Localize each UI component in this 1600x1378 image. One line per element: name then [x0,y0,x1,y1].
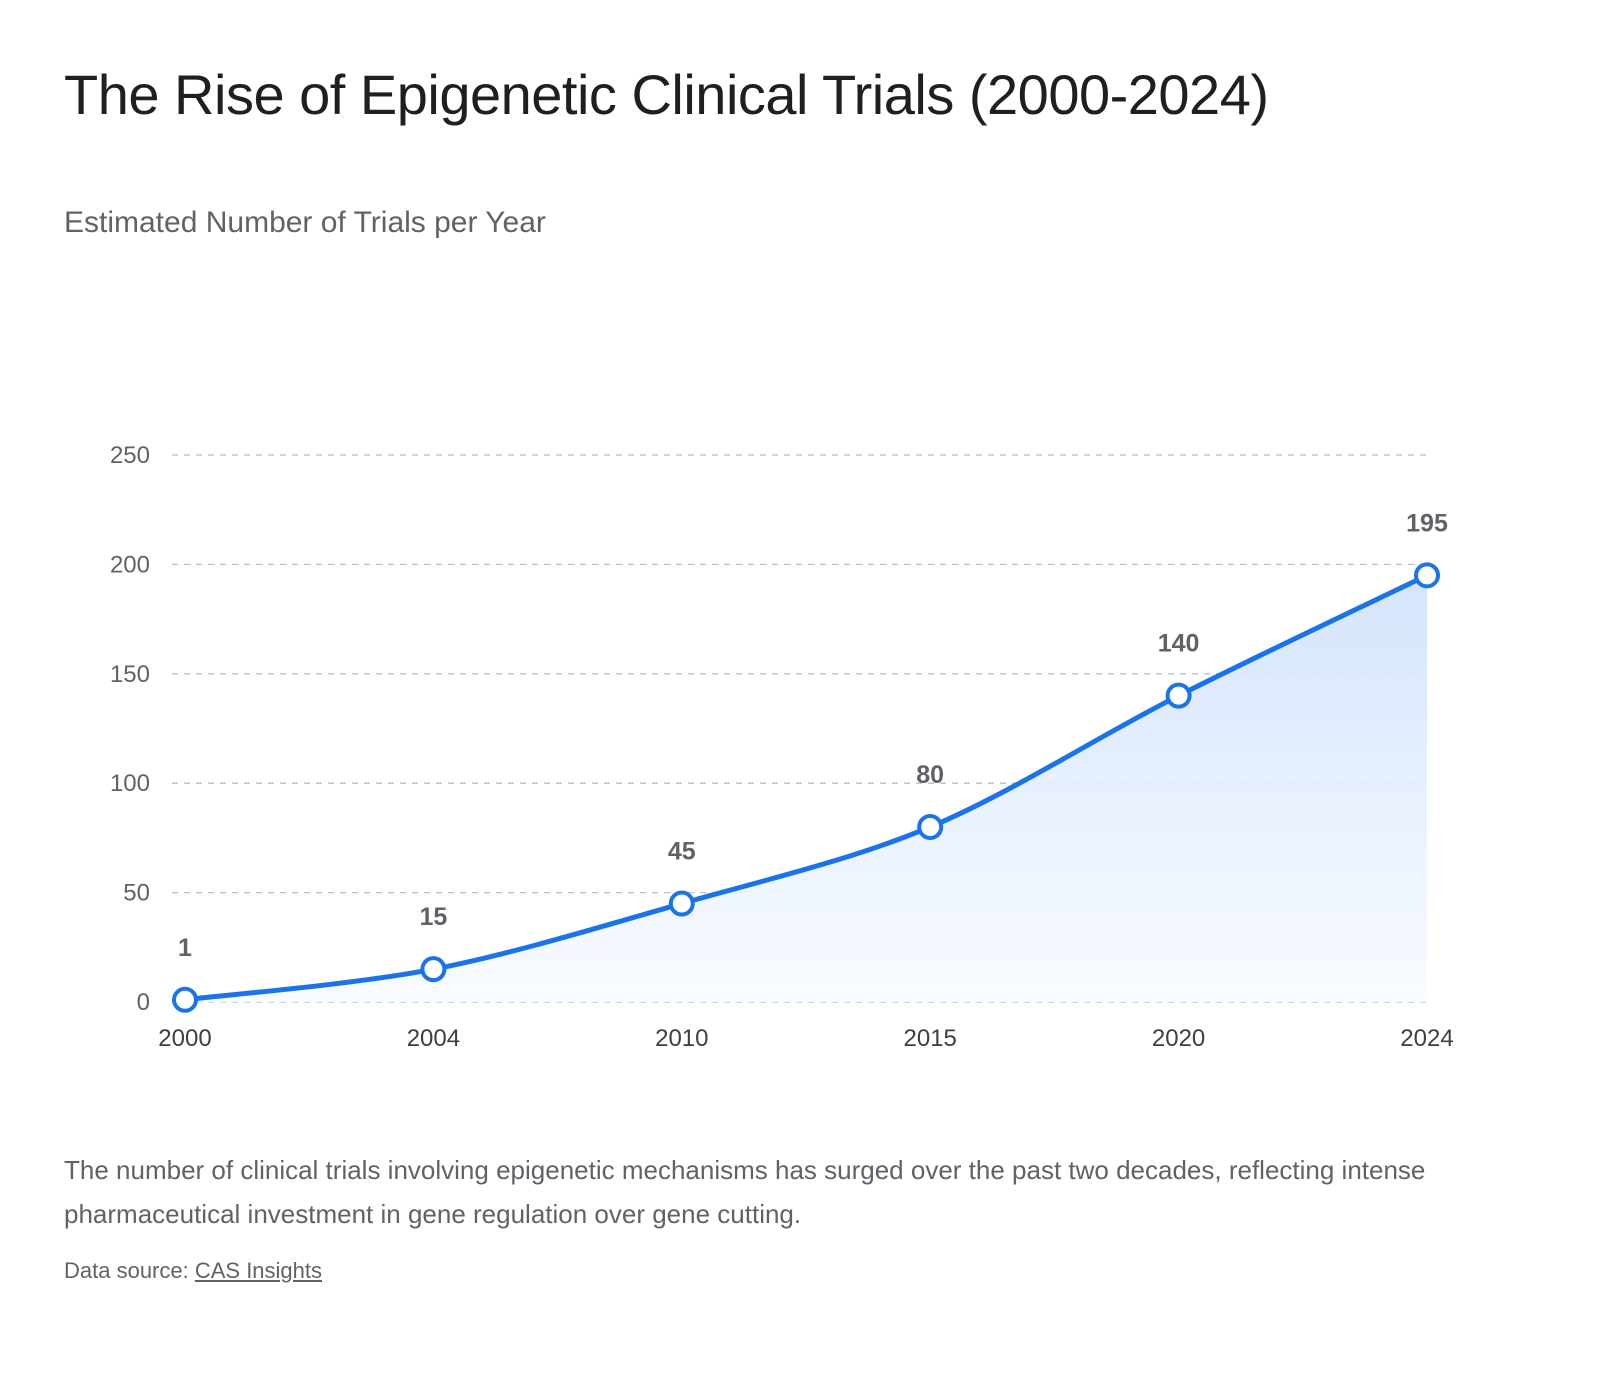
x-tick-label: 2020 [1152,1025,1205,1052]
y-tick-label: 100 [110,770,150,797]
data-label: 80 [916,761,944,789]
y-tick-label: 250 [110,442,150,469]
data-point [1414,562,1440,589]
area-fill [185,575,1427,1002]
data-label: 140 [1158,630,1200,658]
x-tick-label: 2004 [407,1025,460,1052]
x-tick-label: 2015 [904,1025,957,1052]
data-label: 45 [668,838,696,866]
y-tick-label: 0 [137,989,150,1016]
x-tick-label: 2000 [158,1025,211,1052]
chart-description: The number of clinical trials involving … [64,1155,1426,1229]
y-axis: 0 50 100 150 200 250 [110,442,150,1016]
chart-subtitle: Estimated Number of Trials per Year [64,206,546,239]
data-point [420,956,447,983]
data-point [668,890,695,917]
x-tick-label: 2010 [655,1025,708,1052]
data-source-link[interactable]: CAS Insights [194,1258,323,1283]
x-tick-label: 2024 [1400,1025,1453,1052]
data-labels: 1 15 45 80 140 195 [178,509,1448,961]
data-label: 15 [419,903,447,931]
data-label: 1 [178,934,192,962]
data-label: 195 [1406,509,1448,537]
chart-title: The Rise of Epigenetic Clinical Trials (… [64,63,1269,126]
series-area [185,575,1427,1002]
data-source: Data source: CAS Insights [64,1258,322,1284]
x-axis: 2000 2004 2010 2015 2020 2024 [158,1025,1453,1052]
data-points [172,562,1440,1013]
data-source-prefix: Data source: [64,1258,195,1283]
y-tick-label: 200 [110,551,150,578]
data-point [1165,682,1192,709]
y-tick-label: 50 [123,880,150,907]
data-point [172,986,198,1013]
series-line-path [182,572,1430,1003]
y-tick-label: 150 [110,661,150,688]
data-point [917,813,944,840]
series-line [182,572,1430,1003]
